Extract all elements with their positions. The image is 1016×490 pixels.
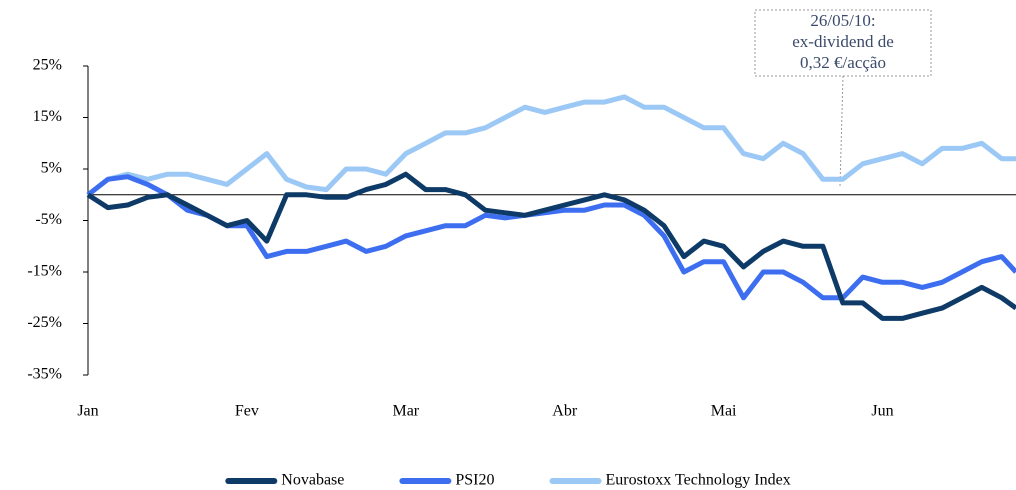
legend-label: PSI20 <box>455 472 494 489</box>
y-tick-label: 15% <box>33 108 62 125</box>
legend-label: Novabase <box>281 472 344 489</box>
y-tick-label: 25% <box>33 57 62 74</box>
series-line <box>86 94 1016 197</box>
x-tick-label: Fev <box>235 403 259 420</box>
annotation-box <box>754 9 932 77</box>
x-tick-label: Jan <box>77 403 98 420</box>
y-tick-label: -15% <box>27 263 62 280</box>
y-tick-label: -5% <box>35 211 62 228</box>
legend-label: Eurostoxx Technology Index <box>606 472 791 489</box>
annotation-text: 0,32 €/acção <box>800 53 886 72</box>
x-tick-label: Mar <box>392 403 419 420</box>
series-line <box>86 171 1016 321</box>
y-tick-label: 5% <box>41 160 62 177</box>
y-tick-label: -25% <box>27 314 62 331</box>
annotation-text: 26/05/10: <box>810 11 875 30</box>
series-line <box>86 174 1016 301</box>
annotation-leader <box>839 75 844 187</box>
annotation-text: ex-dividend de <box>792 32 894 51</box>
x-tick-label: Abr <box>552 403 578 420</box>
y-tick-label: -35% <box>27 366 62 383</box>
x-tick-label: Mai <box>711 403 737 420</box>
x-tick-label: Jun <box>871 403 893 420</box>
